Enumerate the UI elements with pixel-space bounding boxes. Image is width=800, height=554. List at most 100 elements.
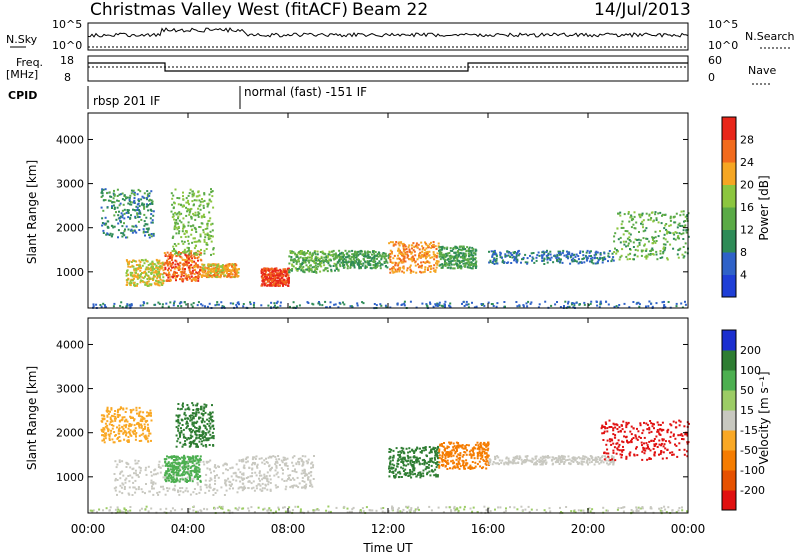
echo-point — [175, 226, 178, 229]
echo-point — [251, 458, 254, 461]
ground-scatter-point — [338, 301, 341, 304]
echo-point — [435, 266, 438, 269]
echo-point — [121, 209, 124, 212]
echo-point — [169, 473, 172, 476]
echo-point — [200, 276, 203, 278]
echo-point — [104, 199, 107, 201]
echo-point — [123, 199, 126, 202]
echo-point — [385, 265, 387, 267]
echo-point — [357, 259, 360, 262]
echo-point — [428, 446, 431, 448]
echo-point — [205, 484, 208, 487]
ground-scatter-point — [165, 302, 168, 305]
echo-point — [179, 487, 181, 490]
echo-point — [662, 251, 665, 253]
echo-point — [225, 489, 228, 492]
echo-point — [630, 219, 633, 222]
echo-point — [135, 474, 138, 477]
echo-point — [210, 471, 212, 474]
echo-point — [177, 489, 179, 492]
echo-point — [204, 432, 207, 434]
echo-point — [181, 279, 184, 282]
echo-point — [121, 216, 124, 219]
echo-point — [585, 258, 588, 261]
ground-scatter-point — [663, 305, 666, 308]
echo-point — [187, 465, 190, 468]
ground-scatter-point — [403, 304, 406, 307]
echo-point — [418, 457, 421, 460]
echo-point — [196, 443, 198, 446]
echo-point — [350, 262, 353, 265]
echo-point — [135, 269, 138, 272]
echo-point — [323, 253, 326, 256]
echo-point — [129, 284, 132, 287]
echo-point — [124, 478, 127, 481]
echo-point — [296, 268, 299, 270]
echo-point — [290, 256, 293, 258]
ground-scatter-point — [99, 304, 102, 306]
echo-point — [415, 461, 418, 464]
echo-point — [676, 253, 679, 256]
echo-point — [123, 438, 126, 441]
echo-point — [143, 203, 146, 206]
echo-point — [123, 488, 126, 490]
echo-point — [314, 264, 317, 267]
echo-point — [204, 425, 207, 428]
echo-point — [173, 273, 176, 276]
echo-point — [114, 479, 117, 482]
echo-point — [168, 261, 171, 264]
echo-point — [151, 203, 154, 205]
ground-scatter-point — [130, 303, 133, 306]
echo-point — [415, 271, 418, 274]
echo-point — [159, 278, 162, 281]
echo-point — [394, 469, 397, 472]
echo-point — [127, 210, 129, 213]
echo-point — [186, 262, 189, 265]
ground-scatter-point — [273, 302, 276, 305]
echo-point — [258, 479, 261, 482]
echo-point — [297, 486, 300, 489]
echo-point — [510, 253, 513, 256]
echo-point — [161, 464, 164, 467]
echo-point — [190, 207, 193, 210]
echo-point — [130, 261, 133, 263]
echo-point — [211, 425, 214, 428]
power-colorbar-label: Power [dB] — [757, 175, 771, 240]
velocity-echoes — [89, 402, 690, 515]
echo-point — [325, 258, 328, 261]
echo-point — [174, 461, 177, 464]
echo-point — [241, 489, 244, 492]
echo-point — [423, 270, 426, 273]
echo-point — [177, 418, 180, 421]
echo-point — [158, 268, 161, 271]
echo-point — [138, 200, 141, 203]
echo-point — [210, 478, 213, 481]
echo-point — [316, 250, 319, 253]
ground-scatter-point — [350, 305, 353, 308]
echo-point — [195, 429, 198, 432]
echo-point — [586, 257, 589, 260]
ground-scatter-point — [229, 302, 232, 305]
echo-point — [194, 257, 196, 260]
echo-point — [470, 261, 473, 264]
echo-point — [164, 472, 167, 475]
echo-point — [347, 250, 350, 253]
echo-point — [277, 269, 280, 272]
echo-point — [164, 255, 167, 257]
colorbar-tick-label: 8 — [740, 246, 747, 259]
echo-point — [450, 257, 452, 260]
colorbar-segment — [722, 139, 736, 163]
echo-point — [278, 271, 281, 274]
echo-point — [585, 251, 588, 254]
echo-point — [515, 260, 518, 263]
echo-point — [208, 193, 211, 196]
ground-scatter-point — [436, 302, 439, 305]
echo-point — [167, 477, 170, 480]
echo-point — [140, 267, 142, 270]
echo-point — [116, 411, 119, 413]
echo-point — [279, 268, 282, 271]
echo-point — [193, 247, 196, 250]
echo-point — [488, 261, 491, 264]
echo-point — [190, 225, 192, 228]
echo-point — [222, 272, 225, 275]
